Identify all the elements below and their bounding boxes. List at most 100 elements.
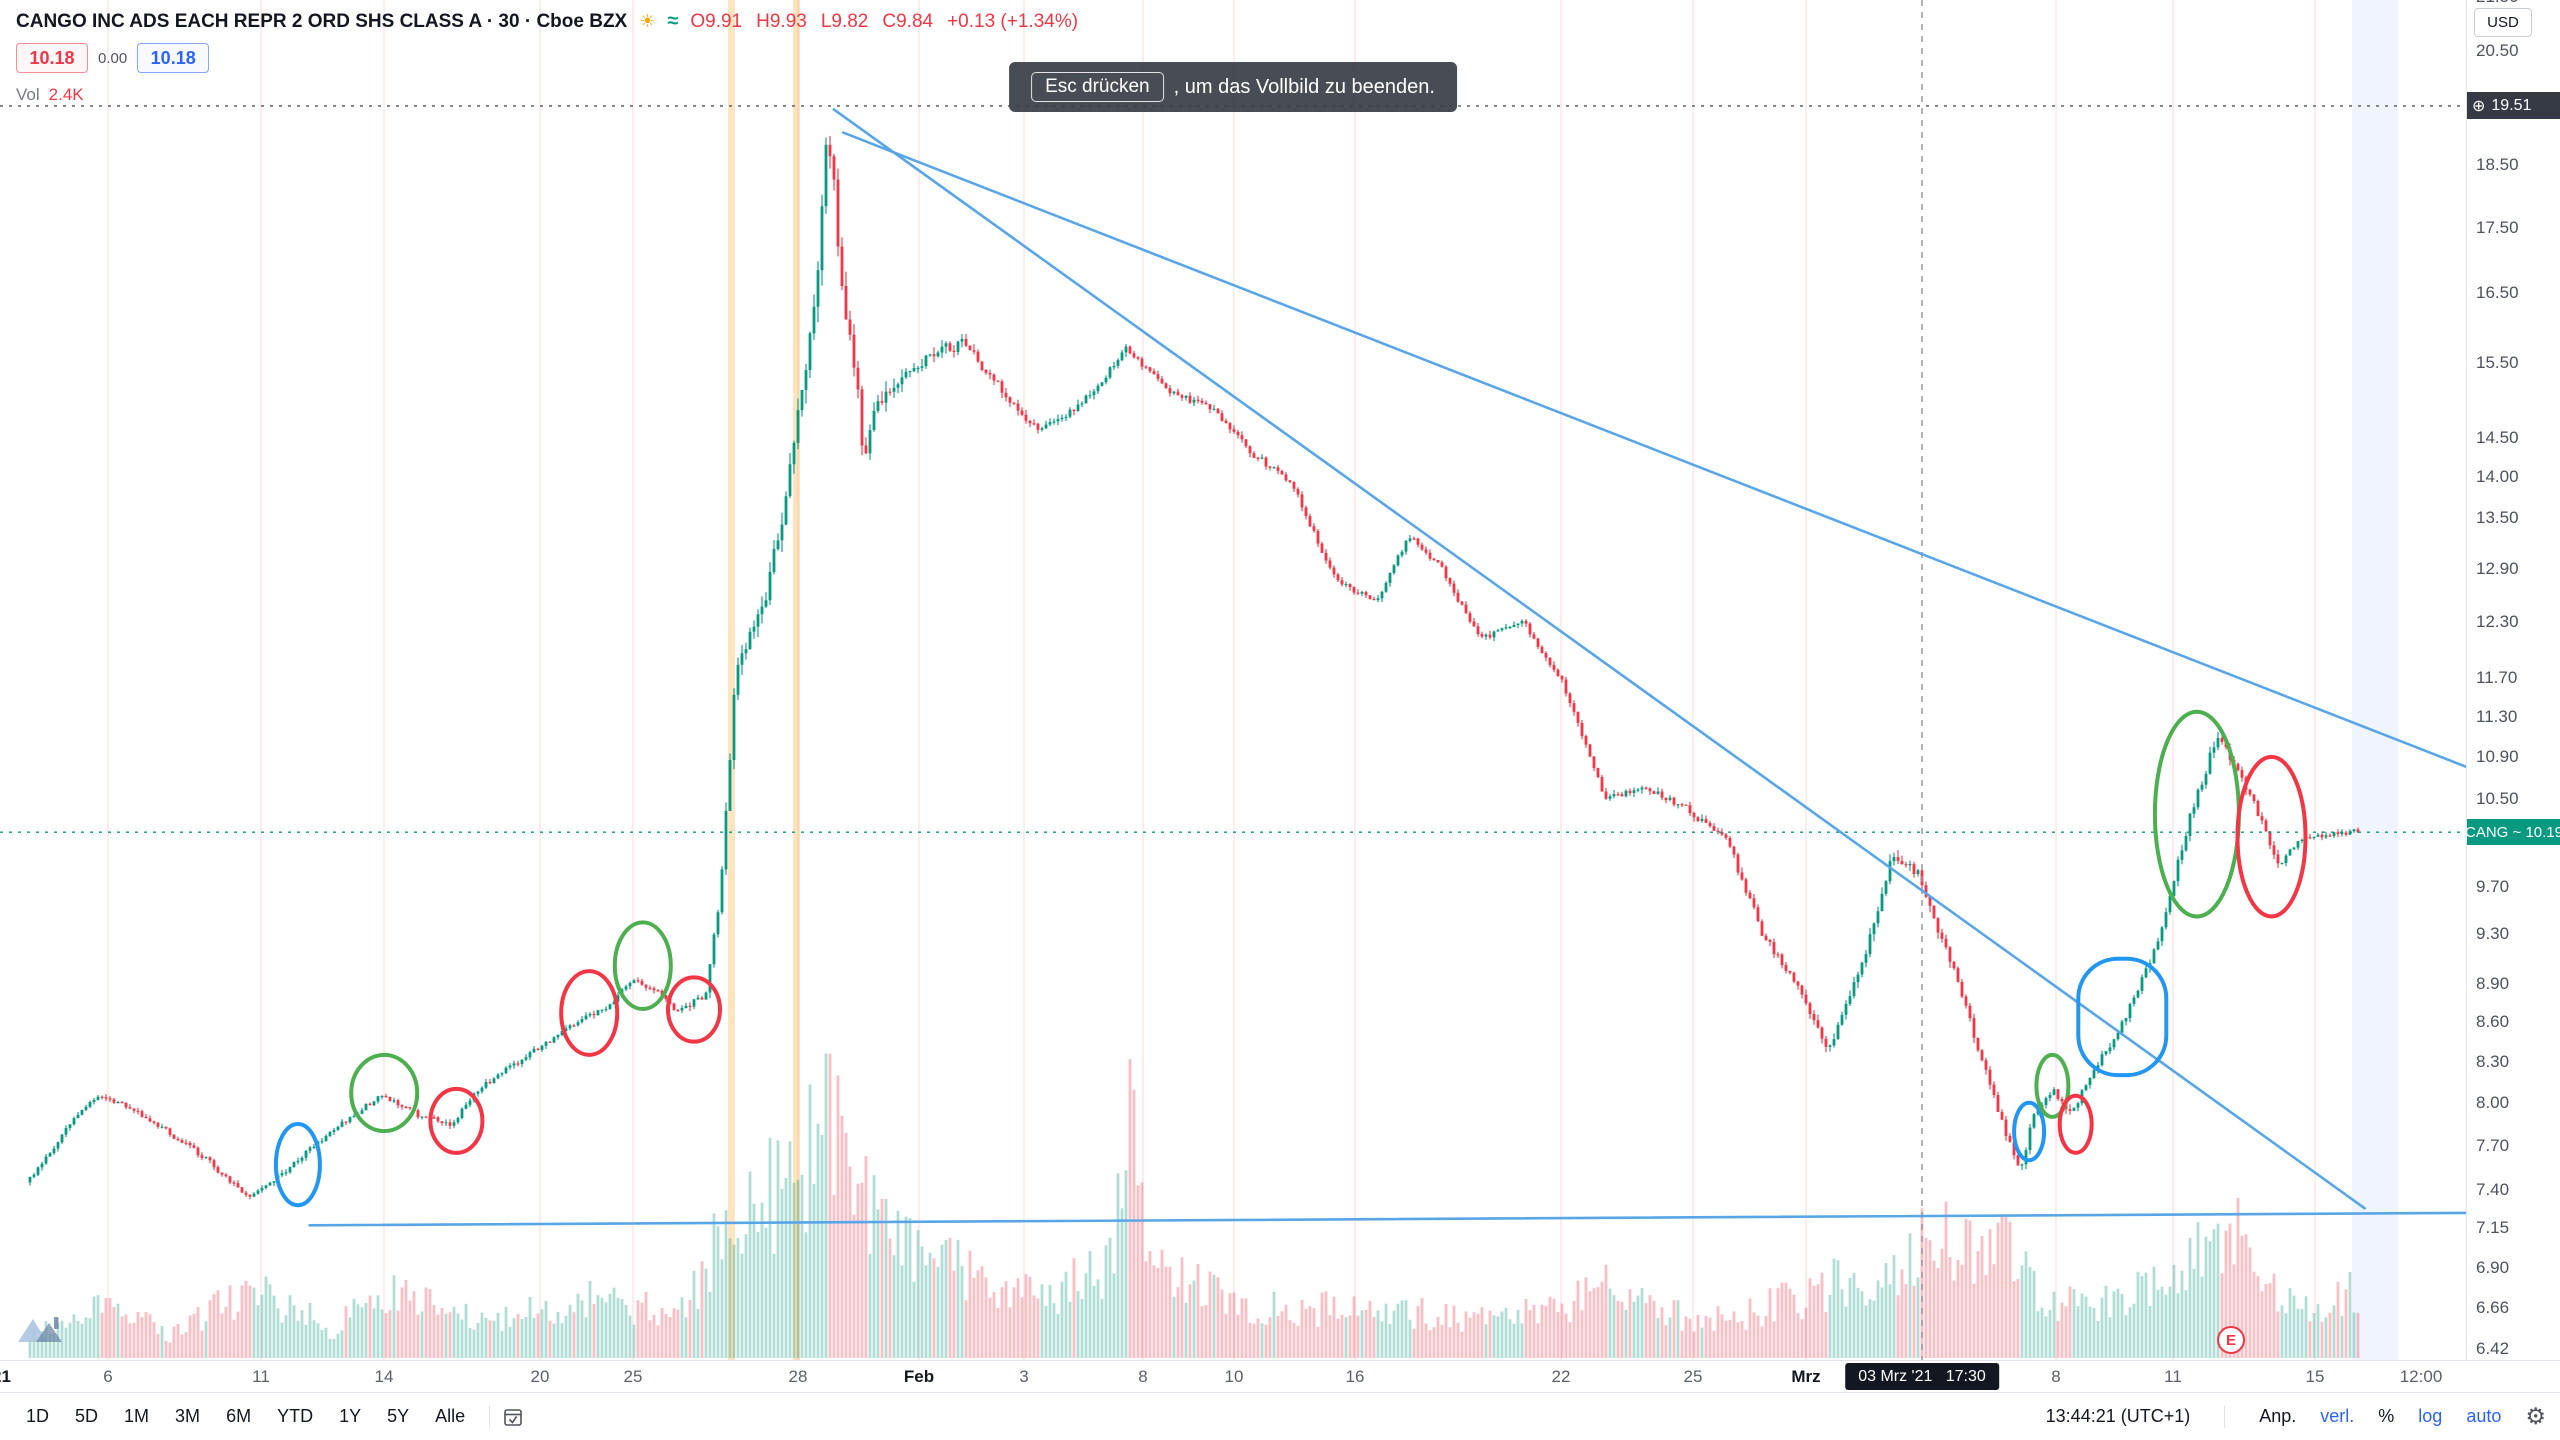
price-axis-label: 12.90 <box>2476 558 2519 578</box>
add-alert-icon[interactable]: ⊕ <box>2472 97 2486 115</box>
alert-price-badge[interactable]: ⊕ 19.51 <box>2467 92 2560 120</box>
price-axis-label: 16.50 <box>2476 283 2519 303</box>
scale-setting-log[interactable]: log <box>2418 1406 2443 1426</box>
ohlc-low: L9.82 <box>820 10 869 32</box>
esc-keycap: Esc drücken <box>1031 72 1164 102</box>
tradingview-logo-icon <box>18 1317 62 1342</box>
price-axis-label: 14.00 <box>2476 467 2519 486</box>
scale-setting-%[interactable]: % <box>2378 1406 2395 1426</box>
price-axis-label: 9.70 <box>2476 877 2510 897</box>
range-button-1y[interactable]: 1Y <box>339 1406 362 1426</box>
time-axis-label: Mrz <box>1791 1367 1821 1386</box>
range-button-3m[interactable]: 3M <box>175 1406 201 1426</box>
trendline[interactable] <box>832 108 2366 1210</box>
scale-setting-verl[interactable]: verl. <box>2320 1406 2355 1426</box>
range-button-6m[interactable]: 6M <box>226 1406 252 1426</box>
annotation-ellipse[interactable] <box>559 969 620 1057</box>
toolbar-divider <box>489 1405 491 1428</box>
annotation-ellipse[interactable] <box>349 1052 420 1134</box>
ohlc-close: C9.84 <box>882 10 934 32</box>
symbol-title[interactable]: CANGO INC ADS EACH REPR 2 ORD SHS CLASS … <box>16 10 628 32</box>
price-axis-label: 20.50 <box>2476 40 2519 60</box>
annotation-ellipse[interactable] <box>612 920 673 1012</box>
annotation-ellipse[interactable] <box>2057 1093 2094 1155</box>
data-status-icon[interactable]: ≈ <box>667 10 679 32</box>
price-axis-label: 13.50 <box>2476 507 2519 527</box>
current-price-badge: CANG ~ 10.19 <box>2467 819 2560 846</box>
range-button-1m[interactable]: 1M <box>124 1406 150 1426</box>
range-button-ytd[interactable]: YTD <box>277 1406 314 1426</box>
price-axis-label: 6.90 <box>2476 1258 2510 1278</box>
annotation-ellipse[interactable] <box>666 975 722 1044</box>
crosshair-date-label: 03 Mrz '21 17:30 <box>1845 1363 1999 1390</box>
toolbar-divider <box>2224 1405 2226 1428</box>
price-axis[interactable]: USD ⊕ 19.51 CANG ~ 10.19 21.50 20.50 18.50… <box>2466 0 2560 1360</box>
time-axis-label: 22 <box>1551 1367 1571 1386</box>
annotation-ellipse[interactable] <box>2012 1100 2047 1163</box>
volume-label: Vol <box>16 85 40 104</box>
range-button-alle[interactable]: Alle <box>435 1406 466 1426</box>
axis-settings: 13:44:21 (UTC+1) Anp. verl.% log auto ⚙ <box>2046 1405 2546 1428</box>
time-axis-label: 6 <box>103 1367 113 1386</box>
scale-setting-anp[interactable]: Anp. <box>2259 1406 2297 1426</box>
ohlc-change: +0.13 (+1.34%) <box>947 10 1079 32</box>
annotation-ellipse[interactable] <box>2152 709 2241 919</box>
trendline[interactable] <box>841 131 2466 769</box>
buy-button[interactable]: 10.18 <box>137 43 210 73</box>
time-axis-label: 2021 <box>0 1367 11 1386</box>
scale-setting-auto[interactable]: auto <box>2466 1406 2502 1426</box>
tradingview-logo[interactable] <box>16 1312 72 1351</box>
annotation-ellipse[interactable] <box>2235 754 2308 919</box>
annotation-ellipse[interactable] <box>2034 1052 2071 1119</box>
price-axis-label: 7.15 <box>2476 1218 2510 1238</box>
candle-wicks-up <box>29 137 2355 1198</box>
sell-button[interactable]: 10.18 <box>16 43 88 73</box>
ohlc-open: O9.91 <box>690 10 743 32</box>
range-button-5d[interactable]: 5D <box>75 1406 99 1426</box>
volume-bars-down <box>100 1053 2360 1358</box>
time-axis-label: 16 <box>1345 1367 1365 1386</box>
fullscreen-toast: Esc drücken , um das Vollbild zu beenden… <box>1009 62 1457 112</box>
time-axis-label: 11 <box>252 1367 270 1386</box>
range-button-5y[interactable]: 5Y <box>387 1406 410 1426</box>
price-axis-label: 18.50 <box>2476 155 2519 175</box>
price-axis-label: 15.50 <box>2476 353 2519 373</box>
time-axis-label: 12:00 <box>2399 1367 2443 1386</box>
price-axis-label: 17.50 <box>2476 217 2519 237</box>
highlight-band <box>2352 0 2398 1360</box>
clock[interactable]: 13:44:21 (UTC+1) <box>2045 1406 2191 1426</box>
time-axis-label: 25 <box>1683 1367 1703 1386</box>
goto-date-icon[interactable] <box>502 1406 524 1428</box>
ohlc-values: O9.91 H9.93 L9.82 C9.84 +0.13 (+1.34%) <box>690 11 1078 33</box>
annotation-roundrect[interactable] <box>2076 956 2169 1078</box>
trendline[interactable] <box>308 1211 2466 1227</box>
price-axis-label: 21.50 <box>2476 0 2519 7</box>
range-button-1d[interactable]: 1D <box>26 1406 50 1426</box>
chart-legend: CANGO INC ADS EACH REPR 2 ORD SHS CLASS … <box>16 10 1078 105</box>
price-chart[interactable] <box>0 0 2466 1360</box>
range-selector: 1D 5D 1M 3M 6M YTD 1Y 5Y Alle <box>14 1401 524 1432</box>
chart-plot-area[interactable]: CANGO INC ADS EACH REPR 2 ORD SHS CLASS … <box>0 0 2466 1360</box>
ohlc-high: H9.93 <box>756 10 807 32</box>
time-axis-label: 28 <box>788 1367 808 1386</box>
time-axis-label: 11 <box>2164 1367 2182 1386</box>
price-axis-label: 8.60 <box>2476 1011 2510 1031</box>
time-axis-label: 8 <box>2051 1367 2061 1386</box>
candle-bodies-down <box>100 144 2360 1197</box>
price-axis-label: 6.66 <box>2476 1297 2510 1317</box>
settings-gear-icon[interactable]: ⚙ <box>2525 1403 2546 1429</box>
price-axis-label: 11.30 <box>2476 706 2518 726</box>
spread-value: 0.00 <box>98 49 128 67</box>
currency-box[interactable]: USD <box>2474 8 2532 37</box>
candle-bodies-up <box>28 144 2356 1197</box>
highlight-band <box>728 0 735 1360</box>
time-axis[interactable]: 03 Mrz '21 17:30 2021 6 11 14 20 25 28 Feb 3 8 10 1… <box>0 1360 2560 1393</box>
candle-wicks-down <box>101 135 2359 1200</box>
earnings-marker[interactable]: E <box>2217 1326 2245 1354</box>
time-axis-label: 3 <box>1019 1367 1029 1386</box>
annotation-ellipse[interactable] <box>273 1122 322 1208</box>
time-axis-label: 20 <box>530 1367 550 1386</box>
volume-bars-up <box>28 1053 2356 1358</box>
price-axis-label: 7.70 <box>2476 1135 2510 1155</box>
annotation-ellipse[interactable] <box>428 1086 485 1155</box>
